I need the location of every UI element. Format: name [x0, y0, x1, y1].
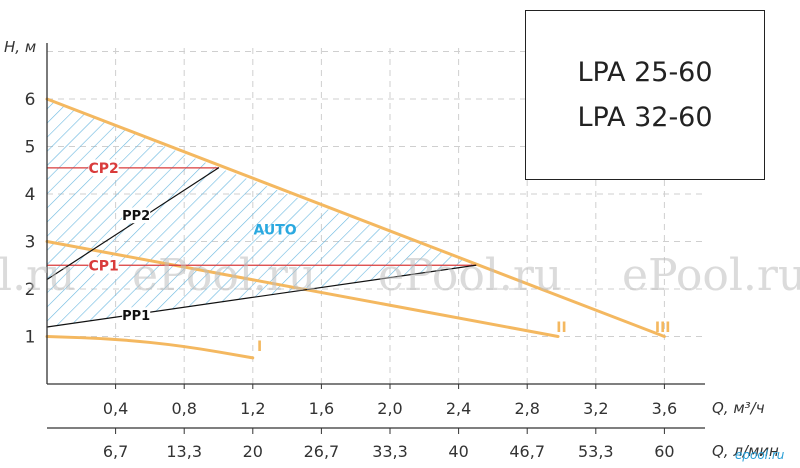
watermark-2: ePool.ru — [132, 250, 317, 301]
auto-region — [47, 99, 476, 327]
x-tick-label: 2,0 — [377, 399, 402, 418]
x-tick-label: 1,6 — [309, 399, 334, 418]
x-axis-label: Q, м³/ч — [712, 399, 765, 417]
x2-tick-label: 13,3 — [166, 442, 202, 461]
model-name-1: LPA 25-60 — [577, 57, 713, 88]
x2-tick-label: 60 — [654, 442, 674, 461]
annotation-pp2: PP2 — [122, 209, 150, 224]
x2-tick-label: 6,7 — [103, 442, 128, 461]
label-bg — [88, 159, 119, 177]
annotation-pp1: PP1 — [122, 309, 150, 324]
logo: epool.ru — [735, 448, 785, 462]
label-bg — [88, 256, 119, 274]
auto-region-hatch — [47, 99, 476, 327]
y-tick-label: 2 — [25, 280, 36, 300]
annotation-cp1: CP1 — [88, 258, 118, 274]
annotation-auto: AUTO — [253, 223, 296, 239]
y-tick-label: 3 — [25, 233, 36, 253]
x2-tick-label: 26,7 — [304, 442, 340, 461]
x2-tick-label: 53,3 — [578, 442, 614, 461]
series-line-pp1 — [46, 264, 477, 328]
annotation-iii: III — [655, 320, 671, 336]
x-tick-label: 1,2 — [240, 399, 265, 418]
label-bg — [122, 307, 151, 323]
x-tick-label: 0,8 — [171, 399, 196, 418]
series-line-iii — [45, 97, 666, 338]
label-bg — [122, 207, 151, 224]
x-tick-label: 3,6 — [652, 399, 677, 418]
annotation-ii: II — [556, 320, 566, 336]
y-tick-label: 4 — [25, 185, 36, 205]
axes: 1 2 3 4 5 6 0,4 0,8 1,2 1,6 2,0 2,4 2,8 3,2 3,6 6,7 13,3… — [4, 38, 779, 461]
y-tick-label: 5 — [25, 138, 36, 158]
series-line-pp2 — [46, 167, 220, 281]
model-name-2: LPA 32-60 — [577, 102, 713, 133]
y-tick-label: 6 — [25, 90, 36, 110]
x2-tick-label: 40 — [448, 442, 468, 461]
watermark-4: ePool.ru — [622, 250, 800, 301]
watermark-3: ePool.ru — [378, 250, 563, 301]
annotation-cp2: CP2 — [88, 161, 118, 177]
y-axis-label: H, м — [4, 38, 36, 56]
x-tick-label: 2,4 — [446, 399, 471, 418]
x2-tick-label: 46,7 — [509, 442, 545, 461]
x-tick-label: 0,4 — [103, 399, 128, 418]
annotation-i: I — [257, 339, 262, 355]
series-line-ii — [45, 240, 560, 338]
series-line-i — [45, 335, 255, 360]
x-tick-label: 3,2 — [583, 399, 608, 418]
y-tick-label: 1 — [25, 328, 36, 348]
x2-tick-label: 33,3 — [372, 442, 408, 461]
x2-tick-label: 20 — [243, 442, 263, 461]
x2-axis-label: Q, л/мин — [712, 442, 779, 460]
watermark-1: l.ru — [0, 250, 76, 301]
x-tick-label: 2,8 — [514, 399, 539, 418]
series-lines — [45, 97, 666, 360]
model-box: LPA 25-60 LPA 32-60 — [525, 10, 765, 180]
